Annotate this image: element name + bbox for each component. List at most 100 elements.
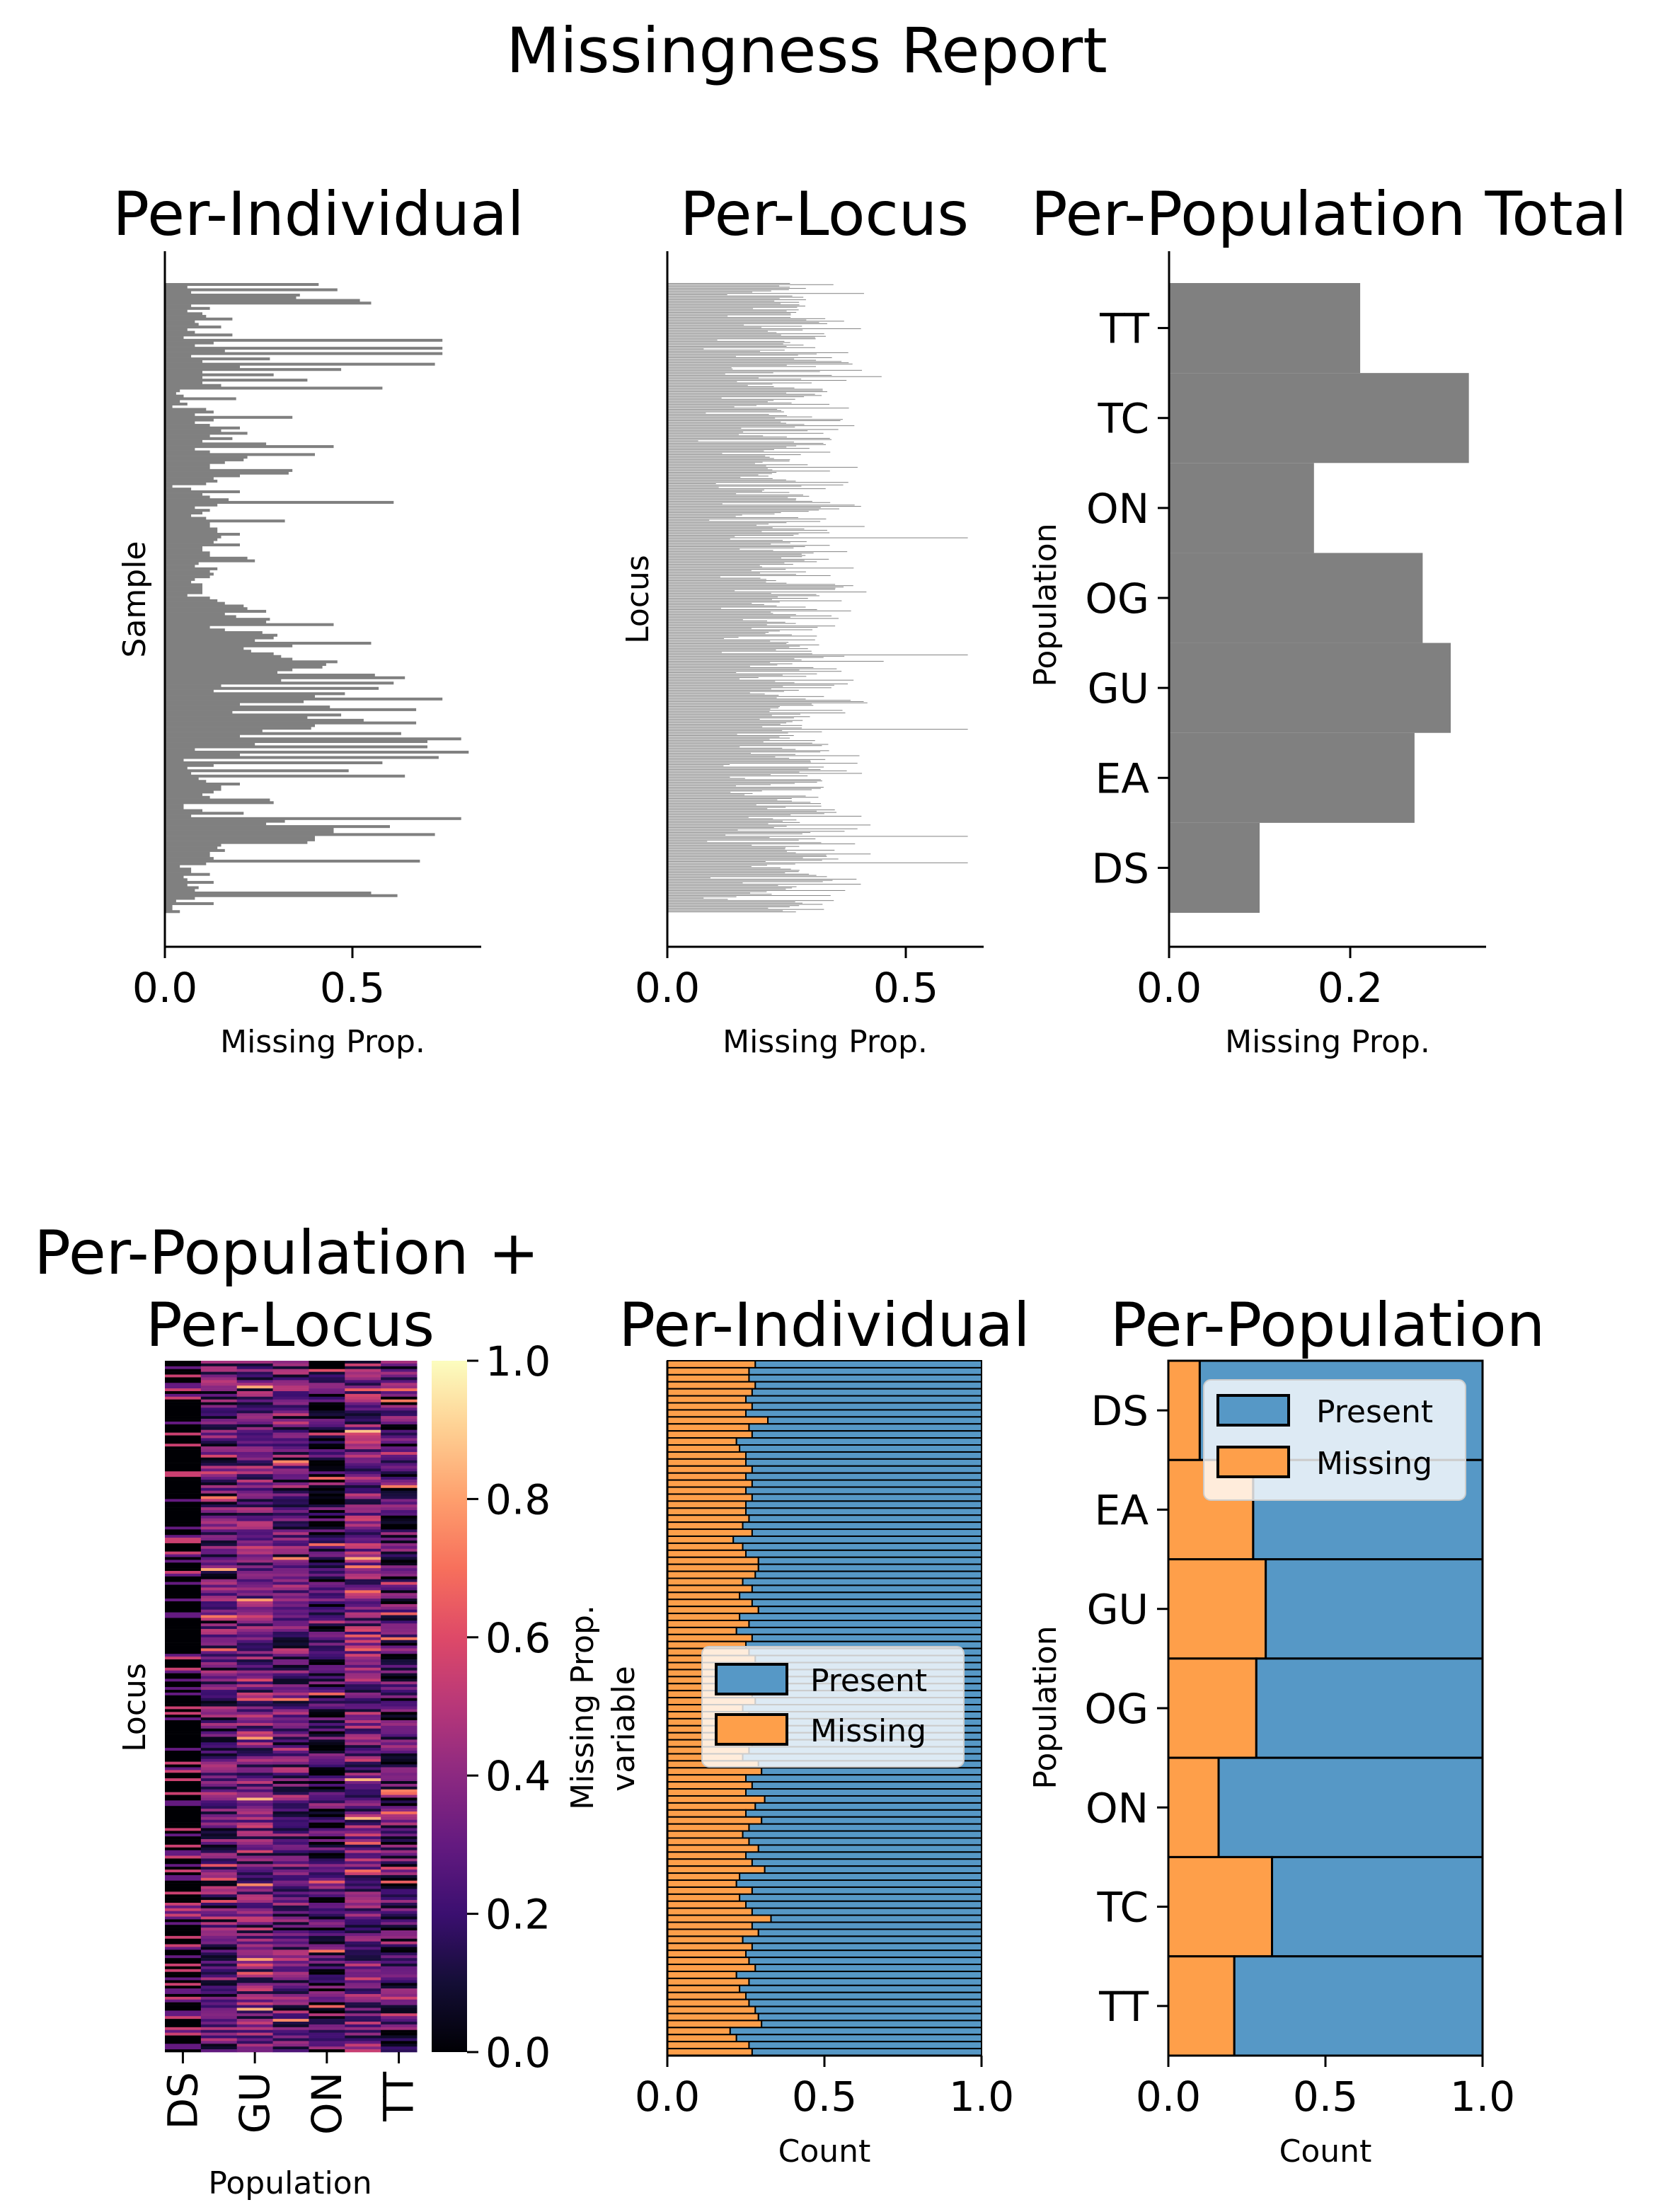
heatmap-cell — [200, 1806, 238, 1809]
bar-missing — [667, 1788, 747, 1797]
heatmap-cell — [309, 1421, 345, 1425]
heatmap-cell — [200, 1587, 238, 1591]
heatmap-cell — [381, 1654, 418, 1657]
heatmap-cell — [165, 1728, 202, 1732]
heatmap-cell — [309, 1698, 345, 1701]
heatmap-cell — [345, 1593, 381, 1596]
heatmap-cell — [236, 2027, 274, 2031]
heatmap-cell — [165, 1687, 202, 1690]
bar — [165, 556, 248, 560]
heatmap-cell — [200, 1955, 238, 1959]
heatmap-cell — [200, 1872, 238, 1876]
bar — [667, 780, 822, 782]
heatmap-cell — [272, 1913, 309, 1917]
bar-missing — [667, 1493, 753, 1502]
heatmap-cell — [165, 1930, 202, 1934]
heatmap-cell — [165, 1706, 202, 1710]
heatmap-cell — [345, 1971, 381, 1975]
heatmap-cell — [165, 1582, 202, 1585]
heatmap-cell — [272, 1792, 309, 1795]
heatmap-cell — [309, 1371, 345, 1375]
x-tick-label: 0.0 — [635, 964, 700, 1012]
bar — [667, 517, 798, 519]
heatmap-cell — [345, 2027, 381, 2031]
heatmap-cell — [309, 1789, 345, 1792]
bar-missing — [667, 1991, 747, 2000]
bar — [165, 362, 435, 366]
heatmap-cell — [272, 1457, 309, 1461]
heatmap-cell — [381, 1700, 418, 1704]
heatmap-cell — [345, 1944, 381, 1947]
bar-missing — [667, 1998, 750, 2007]
heatmap-cell — [381, 1587, 418, 1591]
bar-present — [751, 1781, 982, 1790]
bar — [667, 900, 834, 901]
bar — [165, 886, 199, 889]
bar — [667, 332, 777, 333]
heatmap-cell — [345, 2007, 381, 2011]
bar-missing — [667, 2012, 759, 2022]
heatmap-cell — [165, 1781, 202, 1785]
heatmap-cell — [236, 1861, 274, 1865]
heatmap-cell — [345, 1858, 381, 1862]
heatmap-cell — [236, 1601, 274, 1605]
heatmap-cell — [309, 1905, 345, 1909]
heatmap-cell — [272, 1393, 309, 1398]
heatmap-cell — [165, 1499, 202, 1502]
bar — [667, 608, 721, 609]
heatmap-cell — [236, 1535, 274, 1538]
heatmap-cell — [381, 1690, 418, 1693]
bar — [165, 320, 195, 323]
heatmap-cell — [345, 1938, 381, 1942]
heatmap-cell — [381, 1831, 418, 1834]
heatmap-cell — [345, 1454, 381, 1458]
heatmap-cell — [345, 1941, 381, 1945]
heatmap-cell — [200, 2044, 238, 2047]
heatmap-cell — [272, 1612, 309, 1615]
heatmap-cell — [345, 1659, 381, 1663]
bar-missing — [667, 1949, 747, 1959]
heatmap-cell — [309, 1664, 345, 1669]
heatmap-cell — [381, 1996, 418, 2000]
heatmap-cell — [381, 1698, 418, 1701]
bar — [667, 548, 740, 550]
heatmap-cell — [381, 1758, 418, 1762]
heatmap-cell — [236, 2046, 274, 2050]
heatmap-cell — [236, 1858, 274, 1862]
heatmap-cell — [381, 1928, 418, 1931]
bar — [667, 648, 808, 650]
heatmap-cell — [345, 1775, 381, 1779]
heatmap-cell — [272, 1889, 309, 1892]
heatmap-cell — [272, 1410, 309, 1414]
heatmap-cell — [236, 1645, 274, 1649]
bar — [165, 352, 443, 355]
heatmap-cell — [381, 1618, 418, 1621]
heatmap-cell — [309, 1424, 345, 1428]
bar — [165, 575, 210, 579]
heatmap-cell — [165, 1902, 202, 1906]
bar-missing — [667, 2027, 731, 2036]
heatmap-cell — [345, 1603, 381, 1608]
heatmap-cell — [236, 1444, 274, 1447]
bar — [667, 594, 817, 595]
heatmap-cell — [381, 2007, 418, 2011]
bar — [165, 628, 225, 632]
heatmap-cell — [200, 1413, 238, 1417]
heatmap-cell — [236, 1438, 274, 1441]
heatmap-cell — [165, 1523, 202, 1527]
bar — [667, 708, 771, 710]
heatmap-cell — [345, 1377, 381, 1381]
heatmap-cell — [345, 1969, 381, 1972]
heatmap-cell — [165, 1371, 202, 1375]
heatmap-cell — [165, 1748, 202, 1751]
heatmap-cell — [309, 1717, 345, 1721]
heatmap-cell — [236, 1877, 274, 1882]
heatmap-cell — [272, 1770, 309, 1773]
bar — [667, 848, 786, 850]
bar — [667, 689, 799, 691]
heatmap-cell — [381, 1681, 418, 1685]
heatmap-cell — [381, 2029, 418, 2033]
bar-missing — [667, 2020, 763, 2029]
bar — [667, 391, 827, 393]
heatmap-cell — [200, 1728, 238, 1732]
